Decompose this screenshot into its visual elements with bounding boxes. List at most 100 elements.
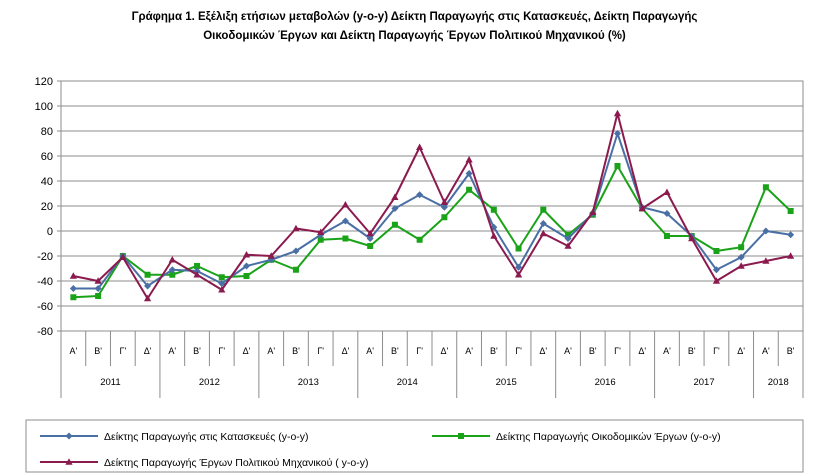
data-point bbox=[465, 170, 473, 177]
legend-box bbox=[25, 419, 804, 473]
x-year-label: 2013 bbox=[298, 377, 319, 388]
data-point bbox=[515, 263, 523, 271]
y-tick-label: 100 bbox=[35, 101, 53, 113]
data-point bbox=[762, 184, 769, 191]
chart-title: Γράφημα 1. Εξέλιξη ετήσιων μεταβολών (y-… bbox=[131, 11, 698, 23]
x-tick-label: Δ' bbox=[638, 346, 646, 356]
x-tick-label: Β' bbox=[688, 346, 696, 356]
data-point bbox=[70, 294, 77, 301]
data-point bbox=[292, 247, 300, 255]
data-point bbox=[391, 205, 399, 212]
y-tick-label: -20 bbox=[37, 251, 53, 263]
data-point bbox=[69, 272, 77, 279]
x-tick-label: Δ' bbox=[243, 346, 251, 356]
data-point bbox=[391, 221, 398, 228]
x-year-label: 2016 bbox=[595, 377, 616, 388]
x-tick-label: Β' bbox=[94, 346, 102, 356]
x-tick-label: Α' bbox=[366, 346, 374, 356]
y-tick-label: 120 bbox=[35, 76, 53, 88]
y-tick-label: -60 bbox=[37, 301, 53, 313]
data-point bbox=[613, 109, 622, 117]
x-tick-label: Α' bbox=[69, 346, 77, 356]
legend-entry: Δείκτης Παραγωγής στις Κατασκευές (y-o-y… bbox=[40, 431, 309, 443]
x-tick-label: Γ' bbox=[416, 346, 423, 356]
x-tick-label: Γ' bbox=[218, 346, 225, 356]
x-tick-label: Β' bbox=[490, 346, 498, 356]
data-point bbox=[787, 208, 794, 214]
series-line bbox=[73, 112, 791, 300]
data-point bbox=[440, 203, 448, 211]
data-point bbox=[490, 232, 498, 239]
x-tick-label: Γ' bbox=[713, 346, 720, 356]
data-point bbox=[416, 236, 423, 243]
data-point bbox=[441, 214, 448, 221]
x-tick-label: Β' bbox=[292, 346, 300, 356]
data-point bbox=[663, 188, 671, 196]
data-point bbox=[564, 242, 572, 249]
legend: Δείκτης Παραγωγής στις Κατασκευές (y-o-y… bbox=[25, 419, 804, 473]
data-point bbox=[440, 198, 448, 206]
data-point bbox=[243, 262, 250, 270]
legend-label: Δείκτης Παραγωγής στις Κατασκευές (y-o-y… bbox=[104, 431, 309, 443]
data-point bbox=[292, 266, 299, 273]
legend-marker bbox=[458, 433, 464, 439]
x-tick-label: Β' bbox=[391, 346, 399, 356]
x-tick-label: Δ' bbox=[144, 346, 152, 356]
y-axis: -80 -60 -40 -20 0 20 40 60 80 100 120 bbox=[35, 76, 61, 338]
data-point bbox=[94, 277, 102, 284]
data-point bbox=[243, 273, 250, 279]
data-point bbox=[342, 235, 349, 242]
y-tick-label: 0 bbox=[47, 226, 53, 238]
x-tick-label: Β' bbox=[589, 346, 597, 356]
x-tick-label: Α' bbox=[663, 346, 671, 356]
data-point bbox=[614, 130, 621, 137]
data-point bbox=[762, 257, 770, 264]
data-point bbox=[737, 262, 745, 269]
data-point bbox=[317, 236, 324, 243]
data-point bbox=[169, 271, 176, 278]
data-point bbox=[466, 186, 473, 193]
data-point bbox=[292, 224, 300, 232]
data-point bbox=[539, 229, 547, 237]
data-point bbox=[712, 266, 720, 274]
x-year-label: 2011 bbox=[100, 377, 120, 388]
x-tick-label: Γ' bbox=[515, 346, 522, 356]
data-point bbox=[143, 294, 152, 302]
data-point bbox=[713, 248, 720, 254]
data-point bbox=[119, 253, 127, 261]
data-point bbox=[194, 263, 201, 269]
x-tick-label: Α' bbox=[168, 346, 176, 356]
x-year-label: 2018 bbox=[768, 377, 789, 388]
x-tick-label: Δ' bbox=[539, 346, 547, 356]
x-tick-label: Γ' bbox=[119, 346, 126, 356]
x-tick-label: Γ' bbox=[614, 346, 621, 356]
data-point bbox=[168, 266, 176, 274]
data-point bbox=[367, 243, 374, 249]
data-point bbox=[787, 231, 795, 239]
data-point bbox=[540, 206, 547, 213]
data-point bbox=[738, 244, 745, 251]
series-3 bbox=[69, 109, 795, 302]
data-point bbox=[638, 204, 646, 212]
data-point bbox=[144, 271, 151, 278]
x-tick-label: Β' bbox=[787, 346, 795, 356]
data-point bbox=[341, 217, 349, 225]
x-year-label: 2017 bbox=[693, 377, 714, 388]
x-tick-label: Γ' bbox=[317, 346, 324, 356]
data-point bbox=[193, 270, 201, 278]
data-point bbox=[242, 250, 251, 258]
data-point bbox=[614, 163, 621, 169]
series-1 bbox=[69, 130, 795, 292]
data-point bbox=[416, 143, 424, 151]
data-point bbox=[366, 235, 374, 242]
data-point bbox=[564, 235, 572, 242]
data-point bbox=[267, 252, 275, 259]
data-point bbox=[366, 229, 374, 237]
y-tick-label: 80 bbox=[41, 126, 53, 138]
x-tick-label: Δ' bbox=[342, 346, 350, 356]
x-year-label: 2015 bbox=[496, 377, 517, 388]
data-point bbox=[762, 227, 770, 235]
x-tick-label: Α' bbox=[267, 346, 275, 356]
data-point bbox=[490, 206, 497, 213]
x-tick-label: Β' bbox=[193, 346, 201, 356]
